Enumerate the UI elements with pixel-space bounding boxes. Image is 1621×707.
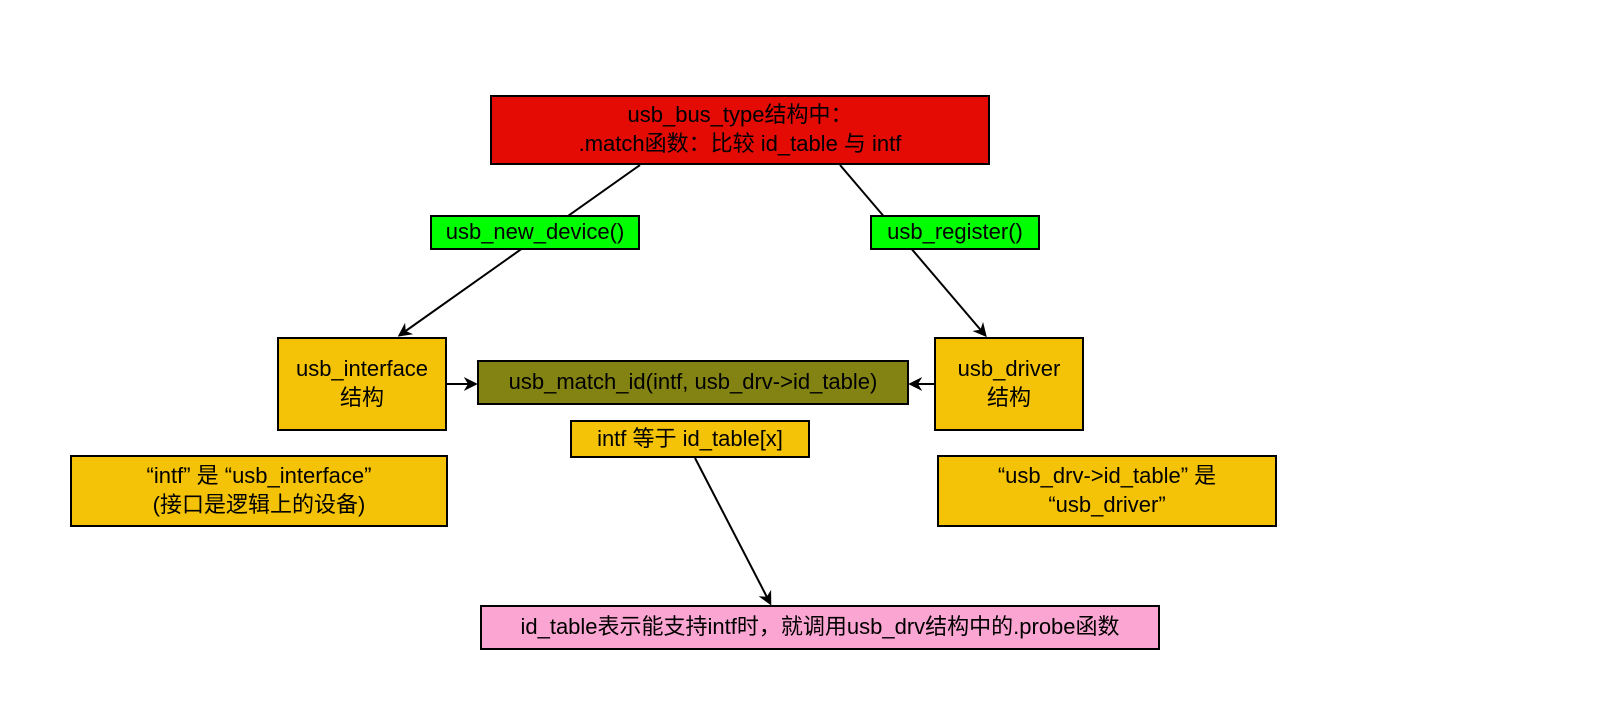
- node-top-line: usb_bus_type结构中：: [628, 101, 853, 130]
- node-usb_drv_note-line: “usb_driver”: [1048, 491, 1165, 520]
- node-usb_interface-line: usb_interface: [296, 355, 428, 384]
- node-edge_left_label-line: usb_new_device(): [446, 218, 625, 247]
- node-top: usb_bus_type结构中：.match函数：比较 id_table 与 i…: [490, 95, 990, 165]
- node-top-line: .match函数：比较 id_table 与 intf: [579, 130, 902, 159]
- node-usb_drv_note-line: “usb_drv->id_table” 是: [998, 462, 1216, 491]
- edge-top-to-usb_interface: [400, 165, 640, 335]
- node-usb_driver-line: 结构: [987, 384, 1031, 413]
- node-usb_drv_note: “usb_drv->id_table” 是“usb_driver”: [937, 455, 1277, 527]
- node-intf_note-line: “intf” 是 “usb_interface”: [147, 462, 372, 491]
- edge-top-to-usb_driver: [840, 165, 985, 335]
- node-edge_right_label-line: usb_register(): [887, 218, 1023, 247]
- node-usb_interface: usb_interface结构: [277, 337, 447, 431]
- node-intf_note: “intf” 是 “usb_interface”(接口是逻辑上的设备): [70, 455, 448, 527]
- node-intf_eq-line: intf 等于 id_table[x]: [597, 425, 783, 454]
- node-bottom-line: id_table表示能支持intf时，就调用usb_drv结构中的.probe函…: [520, 613, 1119, 642]
- node-edge_right_label: usb_register(): [870, 215, 1040, 250]
- node-intf_note-line: (接口是逻辑上的设备): [153, 491, 366, 520]
- node-edge_left_label: usb_new_device(): [430, 215, 640, 250]
- node-usb_match_id-line: usb_match_id(intf, usb_drv->id_table): [509, 368, 878, 397]
- node-usb_driver: usb_driver结构: [934, 337, 1084, 431]
- node-bottom: id_table表示能支持intf时，就调用usb_drv结构中的.probe函…: [480, 605, 1160, 650]
- node-intf_eq: intf 等于 id_table[x]: [570, 420, 810, 458]
- node-usb_driver-line: usb_driver: [958, 355, 1061, 384]
- node-usb_match_id: usb_match_id(intf, usb_drv->id_table): [477, 360, 909, 405]
- node-usb_interface-line: 结构: [340, 384, 384, 413]
- edge-intf_eq-to-bottom: [695, 458, 770, 603]
